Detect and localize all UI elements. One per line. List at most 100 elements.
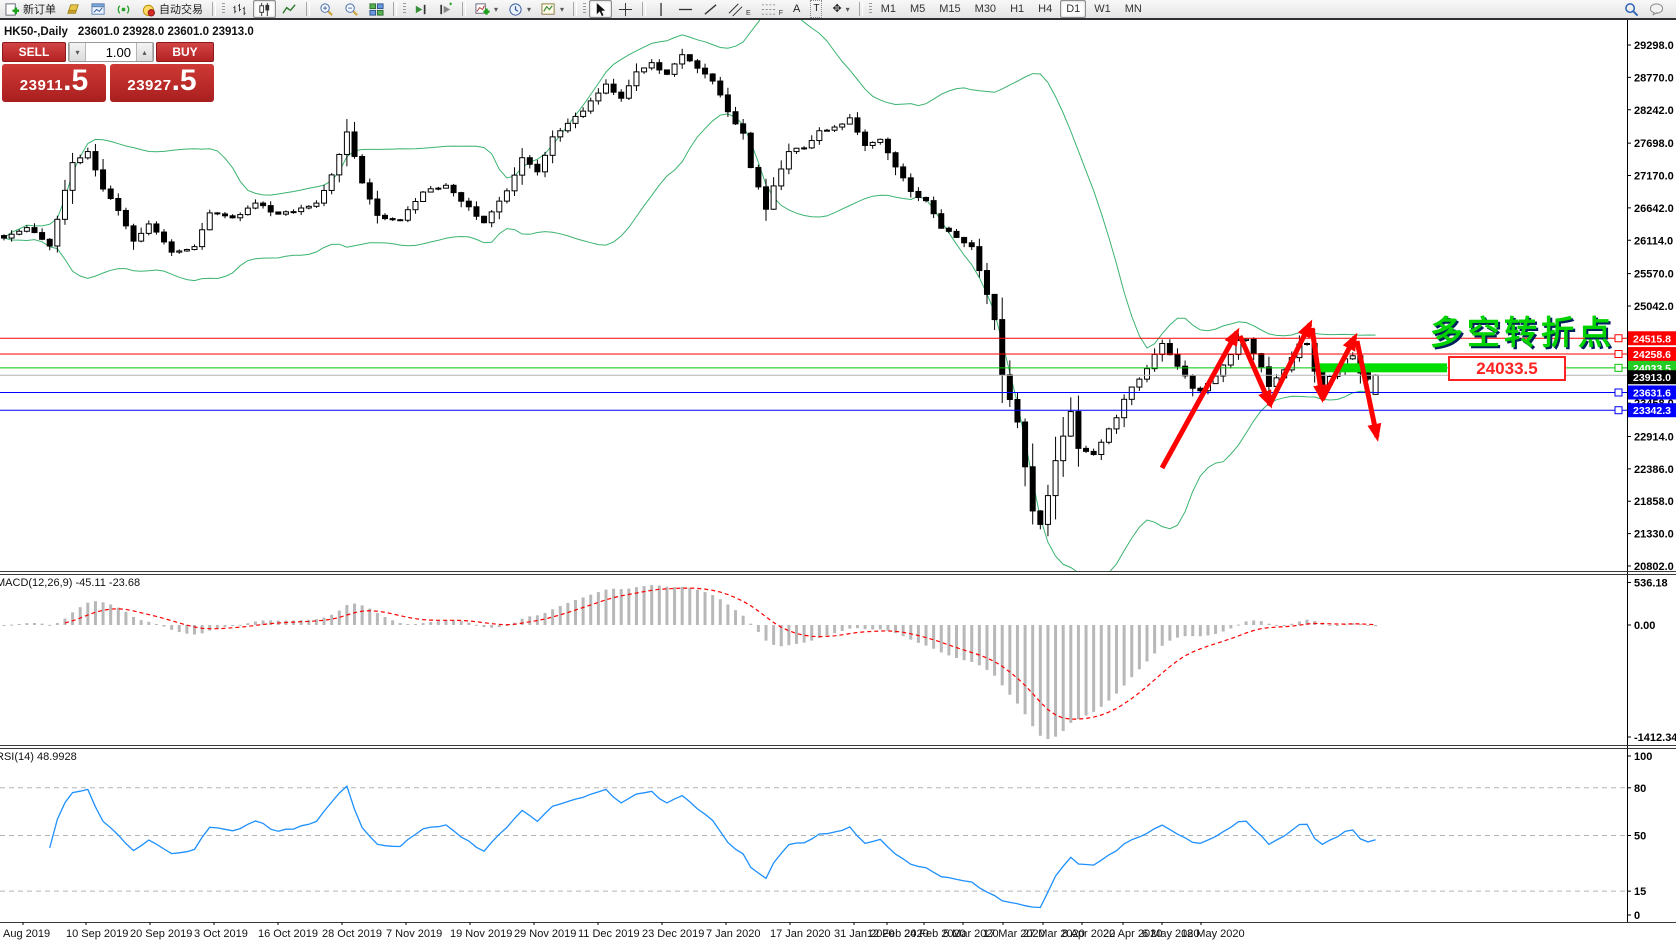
toolbar-separator: [573, 2, 578, 16]
volume-stepper[interactable]: ▾ ▴: [68, 42, 154, 62]
indicators-caret-icon: ▾: [494, 4, 499, 14]
vertical-line-tool-button[interactable]: [651, 0, 672, 18]
svg-text:15: 15: [1634, 886, 1646, 898]
macd-histogram: [2, 585, 1378, 740]
bar-chart-button[interactable]: [228, 0, 251, 18]
channel-tool-button[interactable]: E: [724, 0, 755, 18]
tile-windows-button[interactable]: [365, 0, 388, 18]
chart-window[interactable]: 29298.0 28770.0 28242.0 27698.0 27170.0 26642…: [0, 20, 1676, 941]
timeframe-button-m5[interactable]: M5: [909, 3, 926, 15]
text-tool-button[interactable]: A: [789, 0, 804, 18]
fibonacci-tool-button[interactable]: F: [757, 0, 787, 18]
zoom-in-button[interactable]: [315, 0, 338, 18]
zoom-out-icon: [345, 2, 358, 16]
text-label-tool-button[interactable]: T: [806, 0, 826, 18]
trend-zigzag-annotation[interactable]: [1159, 319, 1382, 470]
timeframe-button-m15[interactable]: M15: [939, 3, 961, 15]
volume-input[interactable]: [86, 43, 136, 61]
crosshair-tool-button[interactable]: [614, 0, 637, 18]
svg-text:11 Dec 2019: 11 Dec 2019: [578, 928, 640, 940]
periods-button[interactable]: ▾: [504, 0, 535, 18]
new-order-label: 新订单: [23, 4, 56, 16]
price-chart-canvas[interactable]: 29298.0 28770.0 28242.0 27698.0 27170.0 26642…: [0, 20, 1676, 941]
turning-point-annotation[interactable]: 多空转折点: [1430, 314, 1615, 351]
timeframe-button-d1[interactable]: D1: [1060, 0, 1087, 18]
periods-caret-icon: ▾: [527, 4, 532, 14]
boxed-price-annotation[interactable]: 24033.5: [1448, 356, 1566, 381]
autotrade-button[interactable]: 自动交易: [137, 0, 207, 18]
candlesticks: [1, 48, 1379, 537]
svg-text:5 Mar 2020: 5 Mar 2020: [943, 928, 999, 940]
search-button[interactable]: [1620, 0, 1643, 18]
timeframe-button-h4[interactable]: H4: [1038, 3, 1053, 15]
line-chart-button[interactable]: [278, 0, 301, 18]
svg-text:7 Jan 2020: 7 Jan 2020: [706, 928, 760, 940]
indicators-button[interactable]: ▾: [471, 0, 502, 18]
svg-text:23913.0: 23913.0: [1633, 372, 1671, 384]
arrows-tool-button[interactable]: ✥ ▾: [828, 0, 853, 18]
chart-shift-button[interactable]: [434, 0, 457, 18]
svg-text:23631.6: 23631.6: [1633, 387, 1671, 399]
auto-scroll-button[interactable]: [409, 0, 432, 18]
fibonacci-icon: [761, 3, 775, 15]
toolbar-right-group: [1619, 0, 1670, 18]
svg-text:0: 0: [1634, 910, 1640, 922]
rsi-indicator-label: RSI(14) 48.9928: [0, 751, 77, 763]
date-axis: Aug 2019 10 Sep 2019 20 Sep 2019 3 Oct 2019…: [3, 922, 1245, 940]
templates-button[interactable]: ▾: [537, 0, 568, 18]
candlestick-chart-button[interactable]: [253, 0, 276, 18]
buy-price-button[interactable]: 23927.5: [110, 64, 214, 102]
signal-button[interactable]: [112, 0, 135, 18]
symbol-period-label: HK50-,Daily: [4, 26, 68, 38]
horizontal-line-tool-button[interactable]: [674, 0, 697, 18]
buy-button[interactable]: BUY: [156, 42, 214, 62]
svg-text:24258.6: 24258.6: [1633, 349, 1671, 361]
volume-increase-button[interactable]: ▴: [136, 43, 153, 61]
chart-profile-button[interactable]: [87, 0, 110, 18]
toolbar-separator: [212, 2, 216, 16]
timeframe-button-m30[interactable]: M30: [974, 3, 997, 15]
new-order-button[interactable]: 新订单: [1, 0, 60, 18]
candlestick-chart-icon: [259, 2, 270, 16]
svg-text:20 Sep 2019: 20 Sep 2019: [130, 928, 192, 940]
bollinger-bands: [3, 20, 1376, 571]
svg-text:23342.3: 23342.3: [1633, 405, 1671, 417]
thick-support-segment[interactable]: [1317, 363, 1447, 373]
ohlc-values: 23601.0 23928.0 23601.0 23913.0: [77, 26, 254, 38]
indicators-icon: [475, 2, 490, 15]
timeframe-button-m1[interactable]: M1: [880, 3, 896, 15]
toolbar-separator: [306, 2, 310, 16]
timeframe-button-h1[interactable]: H1: [1010, 3, 1025, 15]
svg-text:22386.0: 22386.0: [1634, 464, 1674, 476]
trendline-tool-button[interactable]: [699, 0, 722, 18]
horizontal-level-lines[interactable]: [0, 334, 1627, 415]
sell-price-button[interactable]: 23911.5: [2, 64, 106, 102]
toolbar-separator: [642, 2, 647, 16]
timeframe-group: M1 M5 M15 M30 H1 H4 D1 W1 MN: [874, 0, 1149, 18]
svg-text:536.18: 536.18: [1634, 577, 1668, 589]
zoom-out-button[interactable]: [340, 0, 363, 18]
new-order-icon: [5, 2, 20, 16]
svg-text:-1412.34: -1412.34: [1634, 732, 1676, 744]
svg-text:18 May 2020: 18 May 2020: [1181, 928, 1245, 940]
chat-button[interactable]: [1645, 0, 1669, 18]
sell-button[interactable]: SELL: [2, 42, 66, 62]
svg-text:28 Oct 2019: 28 Oct 2019: [322, 928, 382, 940]
toolbar-separator: [393, 2, 397, 16]
eraser-button[interactable]: [62, 0, 85, 18]
svg-text:27170.0: 27170.0: [1634, 170, 1674, 182]
main-toolbar: 新订单 自动交易 ▾ ▾: [0, 0, 1676, 20]
volume-decrease-button[interactable]: ▾: [69, 43, 86, 61]
chart-shift-icon: [440, 1, 453, 14]
svg-text:0.00: 0.00: [1634, 620, 1655, 632]
svg-text:16 Oct 2019: 16 Oct 2019: [258, 928, 318, 940]
svg-text:25042.0: 25042.0: [1634, 301, 1674, 313]
rsi-pane: [0, 785, 1627, 909]
cursor-tool-button[interactable]: [589, 0, 613, 18]
svg-text:17 Mar 2020: 17 Mar 2020: [983, 928, 1045, 940]
timeframe-button-mn[interactable]: MN: [1124, 3, 1142, 15]
toolbar-grip: [583, 3, 587, 15]
timeframe-button-w1[interactable]: W1: [1094, 3, 1111, 15]
svg-text:27698.0: 27698.0: [1634, 138, 1674, 150]
